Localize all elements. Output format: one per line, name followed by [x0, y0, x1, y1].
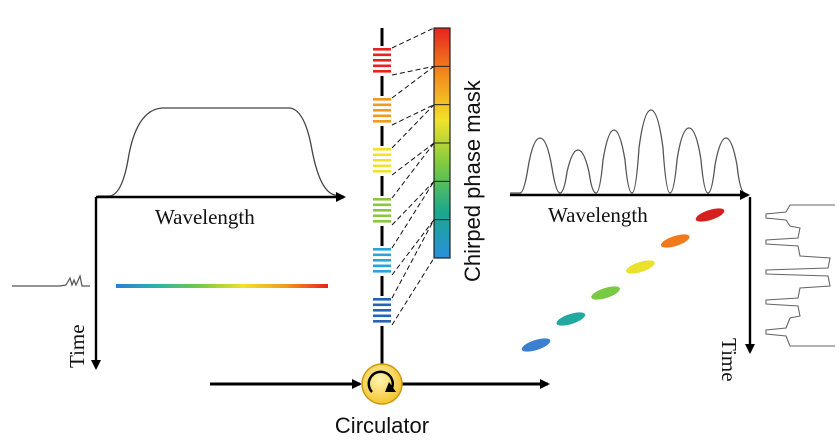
mask-segments: [434, 65, 450, 221]
output-time-label: Time: [717, 338, 741, 382]
chirped-pulse-6: [695, 208, 725, 222]
input-spectrum-curve: [98, 107, 341, 197]
fiber-bragg-grating: [373, 27, 435, 370]
chirped-pulse-3: [591, 286, 620, 300]
output-time-pulse-train: [765, 204, 835, 347]
input-rainbow-line: [116, 284, 328, 288]
chirped-pulse-group: [521, 208, 725, 352]
output-spectrum-panel: Wavelength Time: [510, 109, 835, 382]
grating-group: [373, 46, 391, 326]
output-wavelength-label: Wavelength: [548, 203, 648, 227]
circulator-label: Circulator: [335, 413, 429, 438]
grating-4: [373, 196, 391, 226]
chirped-pulse-2: [556, 312, 586, 326]
grating-mask-connectors: [391, 27, 435, 326]
mask-label: Chirped phase mask: [460, 79, 485, 282]
input-spectrum-panel: Wavelength Time: [12, 107, 346, 370]
grating-6: [373, 296, 391, 326]
circulator-rotation-arrow: [367, 370, 394, 393]
input-wavelength-label: Wavelength: [155, 205, 255, 229]
grating-2: [373, 96, 391, 126]
grating-1: [373, 46, 391, 76]
input-time-label: Time: [65, 324, 89, 368]
grating-3: [373, 146, 391, 176]
grating-5: [373, 246, 391, 276]
input-time-pulse: [12, 274, 90, 287]
chirped-pulse-1: [521, 338, 551, 352]
chirped-phase-mask: Chirped phase mask: [433, 27, 485, 282]
circulator: Circulator: [210, 363, 550, 438]
chirped-pulse-4: [626, 260, 655, 274]
output-spectrum-curve: [510, 109, 746, 194]
chirped-pulse-5: [660, 234, 690, 248]
